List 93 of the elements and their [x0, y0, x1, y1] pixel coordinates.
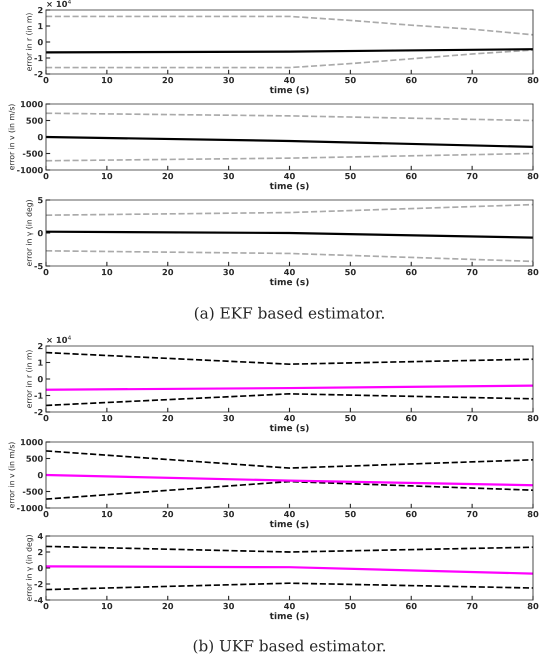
- x-tick-label: 40: [284, 268, 295, 276]
- y-tick-label: 0: [38, 472, 43, 478]
- y-tick-label: 0: [38, 564, 43, 572]
- x-tick-label: 30: [223, 510, 234, 518]
- x-tick-label: 10: [102, 414, 112, 422]
- x-tick-label: 40: [284, 414, 295, 422]
- x-tick-label: 0: [44, 602, 48, 610]
- text: (a) EKF based estimator.: [194, 306, 384, 321]
- x-tick-label: 0: [44, 268, 48, 276]
- x-axis-title: time (s): [270, 182, 309, 190]
- y-tick-label: -5: [34, 263, 43, 270]
- y-tick-label: 2: [38, 6, 42, 14]
- x-tick-label: 60: [406, 414, 417, 422]
- x-tick-label: 30: [223, 172, 234, 180]
- line-series: [46, 16, 533, 36]
- x-tick-label: 10: [102, 76, 112, 84]
- x-tick-label: 40: [284, 172, 295, 180]
- x-tick-label: 80: [528, 268, 538, 276]
- x-tick-label: 50: [345, 172, 356, 180]
- x-axis-title: time (s): [270, 520, 309, 528]
- x-tick-label: 60: [406, 510, 417, 518]
- y-tick-label: 4: [38, 533, 43, 540]
- line-series: [46, 49, 533, 68]
- x-tick-label: 10: [102, 602, 112, 610]
- x-tick-label: 30: [223, 414, 234, 422]
- y-tick-label: -4: [34, 597, 43, 604]
- x-tick-label: 70: [466, 172, 478, 180]
- y-tick-label: -500: [22, 488, 43, 495]
- y-tick-label: -2: [34, 408, 42, 416]
- y-tick-label: -1000: [17, 166, 43, 174]
- x-tick-label: 70: [466, 268, 478, 276]
- y-tick-label: 500: [26, 455, 43, 462]
- x-tick-label: 50: [345, 414, 356, 422]
- y-tick-label: 1: [38, 23, 43, 30]
- x-tick-label: 0: [44, 172, 48, 180]
- x-tick-label: 0: [44, 414, 48, 422]
- y-tick-label: -1: [34, 55, 43, 62]
- x-tick-label: 60: [406, 268, 417, 276]
- x-axis-title: time (s): [270, 424, 309, 432]
- y-tick-label: 0: [38, 134, 43, 140]
- y-tick-label: 5: [38, 197, 43, 204]
- x-tick-label: 70: [466, 602, 478, 610]
- x-tick-label: 0: [44, 510, 48, 518]
- y-tick-label: 0: [38, 230, 43, 236]
- x-axis-title: time (s): [270, 612, 309, 620]
- x-tick-label: 20: [162, 510, 174, 518]
- x-tick-label: 60: [406, 76, 417, 84]
- x-tick-label: 50: [345, 602, 356, 610]
- x-tick-label: 80: [528, 602, 538, 610]
- x-tick-label: 0: [44, 76, 48, 84]
- x-tick-label: 50: [345, 76, 356, 84]
- x-tick-label: 10: [102, 510, 112, 518]
- y-tick-label: 2: [38, 548, 42, 556]
- x-tick-label: 20: [162, 268, 174, 276]
- y-tick-label: 2: [38, 342, 42, 350]
- y-tick-label: 0: [38, 376, 43, 382]
- y-tick-label: 0: [38, 38, 43, 46]
- y-tick-label: 1: [38, 360, 43, 366]
- x-tick-label: 80: [528, 510, 538, 518]
- y-tick-label: 1000: [20, 438, 43, 446]
- x-tick-label: 20: [162, 602, 174, 610]
- text: × 10$^{4}$: [47, 335, 71, 344]
- x-tick-label: 70: [466, 414, 478, 422]
- x-tick-label: 50: [345, 268, 356, 276]
- text: (b) UKF based estimator.: [194, 640, 386, 654]
- y-tick-label: -2: [34, 70, 42, 78]
- x-tick-label: 40: [284, 76, 295, 84]
- x-tick-label: 70: [466, 510, 478, 518]
- x-tick-label: 60: [406, 172, 417, 180]
- y-tick-label: 500: [26, 117, 43, 124]
- x-tick-label: 80: [528, 172, 538, 180]
- x-tick-label: 80: [528, 76, 538, 84]
- x-tick-label: 20: [162, 172, 174, 180]
- x-tick-label: 60: [406, 602, 417, 610]
- x-tick-label: 10: [102, 172, 112, 180]
- x-axis-title: time (s): [270, 86, 309, 94]
- y-tick-label: -500: [22, 150, 43, 157]
- x-tick-label: 10: [102, 268, 112, 276]
- x-tick-label: 30: [223, 602, 234, 610]
- x-tick-label: 40: [284, 510, 295, 518]
- y-tick-label: -2: [34, 580, 42, 588]
- y-tick-label: -1: [34, 392, 43, 399]
- y-tick-label: -1000: [17, 504, 43, 512]
- y-tick-label: 1000: [20, 100, 43, 108]
- x-tick-label: 70: [466, 76, 478, 84]
- x-tick-label: 40: [284, 602, 295, 610]
- x-tick-label: 80: [528, 414, 538, 422]
- x-tick-label: 30: [223, 268, 234, 276]
- x-tick-label: 30: [223, 76, 234, 84]
- x-tick-label: 20: [162, 76, 174, 84]
- x-tick-label: 50: [345, 510, 356, 518]
- x-tick-label: 20: [162, 414, 174, 422]
- x-axis-title: time (s): [270, 278, 309, 286]
